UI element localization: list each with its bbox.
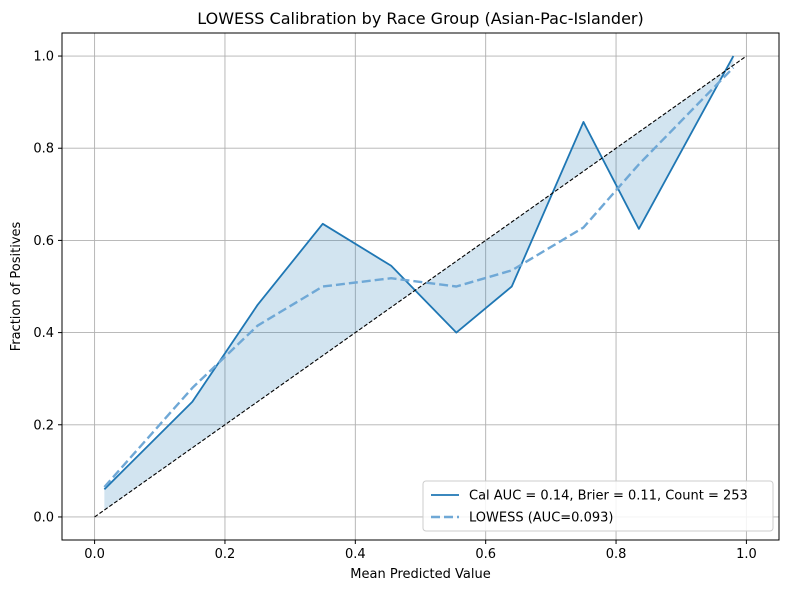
x-tick-label: 1.0 bbox=[736, 547, 757, 562]
chart-title: LOWESS Calibration by Race Group (Asian-… bbox=[197, 9, 643, 28]
perfect-calibration-diagonal bbox=[94, 55, 747, 518]
legend-box bbox=[422, 480, 774, 532]
y-tick-label: 0.2 bbox=[33, 418, 54, 433]
x-tick-label: 0.8 bbox=[606, 547, 627, 562]
plot-frame bbox=[61, 32, 780, 541]
y-tick-label: 0.8 bbox=[33, 142, 54, 157]
axis-ticks: 0.0 0.2 0.4 0.6 0.8 1.0 0.0 0.2 0.4 0.6 0.8 1.0 bbox=[33, 50, 756, 562]
legend-entry-label: LOWESS (AUC=0.093) bbox=[469, 511, 613, 526]
y-tick-label: 0.6 bbox=[33, 234, 54, 249]
calibration-fill-polygon bbox=[104, 56, 734, 511]
y-axis-label: Fraction of Positives bbox=[9, 221, 24, 351]
series-lines bbox=[94, 55, 747, 518]
x-tick-label: 0.2 bbox=[215, 547, 236, 562]
lowess-curve-line bbox=[103, 66, 735, 488]
x-tick-label: 0.6 bbox=[475, 547, 496, 562]
calibration-fill-area bbox=[104, 56, 734, 511]
calibration-curve-line bbox=[103, 55, 735, 490]
x-tick-label: 0.4 bbox=[345, 547, 366, 562]
y-tick-label: 0.4 bbox=[33, 326, 54, 341]
grid-lines bbox=[62, 33, 779, 540]
x-axis-label: Mean Predicted Value bbox=[350, 567, 490, 582]
x-tick-label: 0.0 bbox=[84, 547, 105, 562]
legend: Cal AUC = 0.14, Brier = 0.11, Count = 25… bbox=[422, 480, 774, 532]
y-tick-label: 1.0 bbox=[33, 50, 54, 65]
y-tick-label: 0.0 bbox=[33, 510, 54, 525]
legend-entry-label: Cal AUC = 0.14, Brier = 0.11, Count = 25… bbox=[469, 489, 748, 504]
